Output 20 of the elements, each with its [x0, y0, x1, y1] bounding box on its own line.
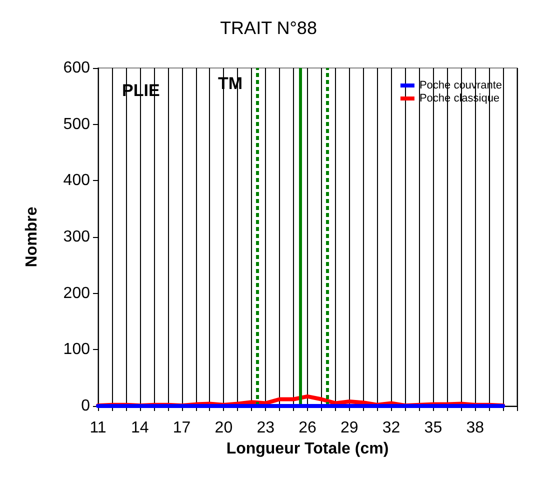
x-tick-label: 32: [382, 420, 400, 436]
x-tick-label: 23: [256, 420, 275, 436]
x-tick-label: 20: [214, 420, 233, 436]
y-tick-label: 100: [63, 341, 90, 358]
x-tick-label: 14: [131, 420, 149, 436]
x-tick-label: 38: [466, 420, 484, 436]
y-tick-label: 300: [63, 228, 90, 246]
y-tick-label: 400: [63, 172, 90, 190]
chart-title: TRAIT N°88: [220, 18, 317, 38]
y-tick-label: 200: [63, 284, 90, 302]
x-tick-label: 35: [424, 420, 442, 436]
y-tick-label: 0: [81, 398, 90, 414]
x-axis-title: Longueur Totale (cm): [226, 440, 389, 458]
y-tick-label: 600: [63, 60, 90, 76]
y-axis-title: Nombre: [24, 206, 40, 268]
y-tick-label: 500: [63, 116, 90, 133]
x-tick-label: 26: [298, 420, 316, 436]
x-tick-label: 11: [90, 420, 106, 436]
x-tick-label: 29: [340, 420, 358, 436]
x-tick-label: 17: [172, 420, 191, 436]
